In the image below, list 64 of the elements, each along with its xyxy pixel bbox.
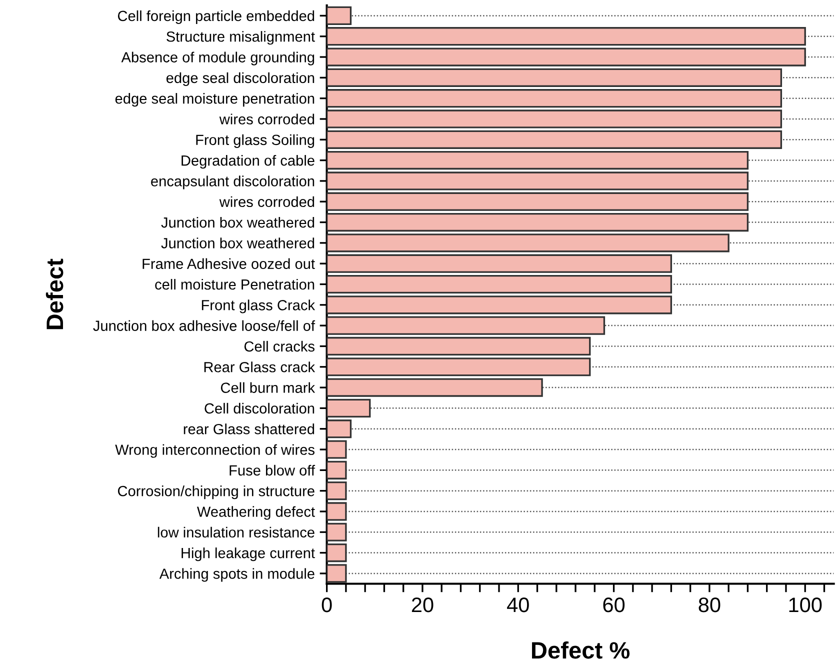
y-tick-label: Cell discoloration: [204, 402, 314, 414]
y-tick-label: Cell foreign particle embedded: [118, 10, 314, 24]
y-tick-label: Degradation of cable: [182, 155, 314, 169]
bar: [326, 110, 782, 128]
bar: [326, 48, 806, 66]
x-tick-label: 60: [603, 598, 625, 612]
y-tick-label: Cell cracks: [244, 340, 314, 352]
bar: [326, 212, 749, 232]
y-tick-label: Rear Glass crack: [204, 362, 316, 372]
y-tick-label: Junction box adhesive loose/fell of: [93, 320, 316, 331]
y-tick-label: wires corroded: [219, 114, 314, 124]
x-tick-label: 80: [698, 598, 720, 612]
y-tick-label: Structure misalignment: [166, 31, 315, 45]
y-tick-label: Frame Adhesive oozed out: [142, 258, 315, 270]
x-axis-title: Defect %: [532, 641, 630, 659]
bar: [326, 296, 672, 314]
y-tick-label: Front glass Soiling: [196, 134, 314, 148]
bar: [326, 254, 672, 273]
y-tick-label: Wrong interconnection of wires: [115, 444, 314, 458]
y-tick-label: wires corroded: [219, 196, 314, 208]
bar: [326, 440, 347, 459]
y-tick-label: Weathering defect: [196, 506, 315, 520]
y-tick-label: low insulation resistance: [158, 526, 314, 538]
bar: [326, 150, 749, 170]
bar: [326, 358, 591, 376]
y-tick-label: Absence of module grounding: [121, 52, 314, 66]
bar: [326, 460, 347, 480]
bar: [326, 378, 543, 397]
bar: [326, 172, 749, 190]
bar: [326, 274, 672, 294]
y-axis-title: Defect: [46, 258, 64, 330]
x-tick-label: 100: [789, 598, 822, 612]
bar: [326, 482, 347, 500]
bar: [326, 6, 352, 25]
bar: [326, 502, 347, 521]
y-tick-label: edge seal discoloration: [166, 72, 314, 86]
bar: [326, 68, 782, 87]
bar: [326, 89, 782, 108]
x-tick-label: 0: [322, 598, 332, 612]
bar: [326, 522, 347, 542]
x-tick-label: 20: [412, 598, 434, 612]
bar: [326, 130, 782, 149]
bar: [326, 234, 730, 252]
y-tick-label: Front glass Crack: [202, 300, 316, 314]
bar: [326, 192, 749, 211]
bar: [326, 336, 591, 356]
bar: [326, 398, 371, 418]
bar: [326, 27, 806, 46]
y-tick-label: Junction box weathered: [161, 216, 314, 228]
y-tick-label: Arching spots in module: [159, 568, 314, 582]
y-tick-label: Corrosion/chipping in structure: [118, 486, 314, 500]
y-tick-label: Junction box weathered: [161, 238, 314, 248]
y-tick-label: Fuse blow off: [230, 464, 316, 476]
x-tick-label: 40: [507, 598, 529, 612]
bar: [326, 316, 606, 335]
y-tick-label: High leakage current: [182, 548, 315, 562]
bar: [326, 564, 347, 583]
y-tick-label: rear Glass shattered: [184, 424, 314, 434]
y-tick-label: edge seal moisture penetration: [115, 93, 314, 107]
y-tick-label: Cell burn mark: [220, 382, 316, 393]
bar: [326, 543, 347, 562]
y-tick-label: encapsulant discoloration: [151, 176, 314, 190]
y-tick-label: cell moisture Penetration: [155, 278, 314, 290]
bar: [326, 420, 352, 438]
